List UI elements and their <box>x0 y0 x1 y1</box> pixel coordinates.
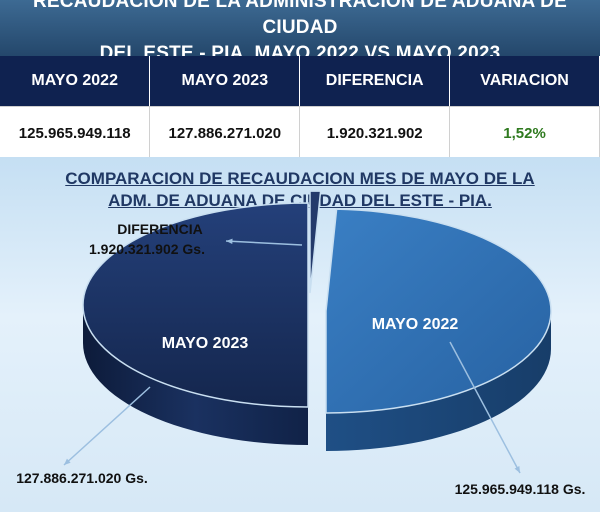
summary-value-row: 125.965.949.118 127.886.271.020 1.920.32… <box>0 106 600 160</box>
value-label-mayo-2022: 125.965.949.118 Gs. <box>455 481 586 497</box>
summary-table: MAYO 2022 MAYO 2023 DIFERENCIA VARIACION… <box>0 56 600 160</box>
chart-title-line-1: COMPARACION DE RECAUDACION MES DE MAYO D… <box>65 169 535 188</box>
slice-mayo-2022 <box>325 208 552 414</box>
slice-label-mayo-2022: MAYO 2022 <box>372 316 459 333</box>
summary-header-row: MAYO 2022 MAYO 2023 DIFERENCIA VARIACION <box>0 56 600 107</box>
slice-mayo-2023-side <box>83 305 308 445</box>
leader-diferencia-arrowhead <box>226 238 233 245</box>
chart-title: COMPARACION DE RECAUDACION MES DE MAYO D… <box>0 168 600 212</box>
column-header-diferencia: DIFERENCIA <box>299 56 451 107</box>
chart-title-line-2: ADM. DE ADUANA DE CIUDAD DEL ESTE - PIA. <box>108 191 492 210</box>
slice-mayo-2023 <box>82 202 309 408</box>
slice-label-mayo-2023: MAYO 2023 <box>162 335 249 352</box>
pie-chart: MAYO 2022 125.965.949.118 Gs. MAYO 2023 127… <box>16 190 586 497</box>
value-label-diferencia: 1.920.321.902 Gs. <box>89 241 205 257</box>
header-title-line-1: RECAUDACION DE LA ADMINISTRACION DE ADUA… <box>33 0 567 38</box>
leader-diferencia <box>225 240 303 246</box>
value-label-mayo-2023: 127.886.271.020 Gs. <box>16 470 148 486</box>
leader-mayo-2023 <box>63 386 151 466</box>
column-header-variacion: VARIACION <box>449 56 600 107</box>
leader-mayo-2022-arrowhead <box>514 466 520 473</box>
value-mayo-2022: 125.965.949.118 <box>0 106 151 160</box>
column-header-mayo-2023: MAYO 2023 <box>149 56 301 107</box>
column-header-mayo-2022: MAYO 2022 <box>0 56 151 107</box>
value-variacion: 1,52% <box>449 106 600 160</box>
slice-diferencia <box>309 190 322 294</box>
leader-mayo-2023-arrowhead <box>64 458 71 465</box>
value-mayo-2023: 127.886.271.020 <box>149 106 301 160</box>
value-diferencia: 1.920.321.902 <box>299 106 451 160</box>
slice-mayo-2022-side <box>326 311 551 451</box>
report-header: RECAUDACION DE LA ADMINISTRACION DE ADUA… <box>0 0 600 64</box>
leader-mayo-2022 <box>449 341 521 474</box>
slice-label-diferencia: DIFERENCIA <box>117 221 203 237</box>
